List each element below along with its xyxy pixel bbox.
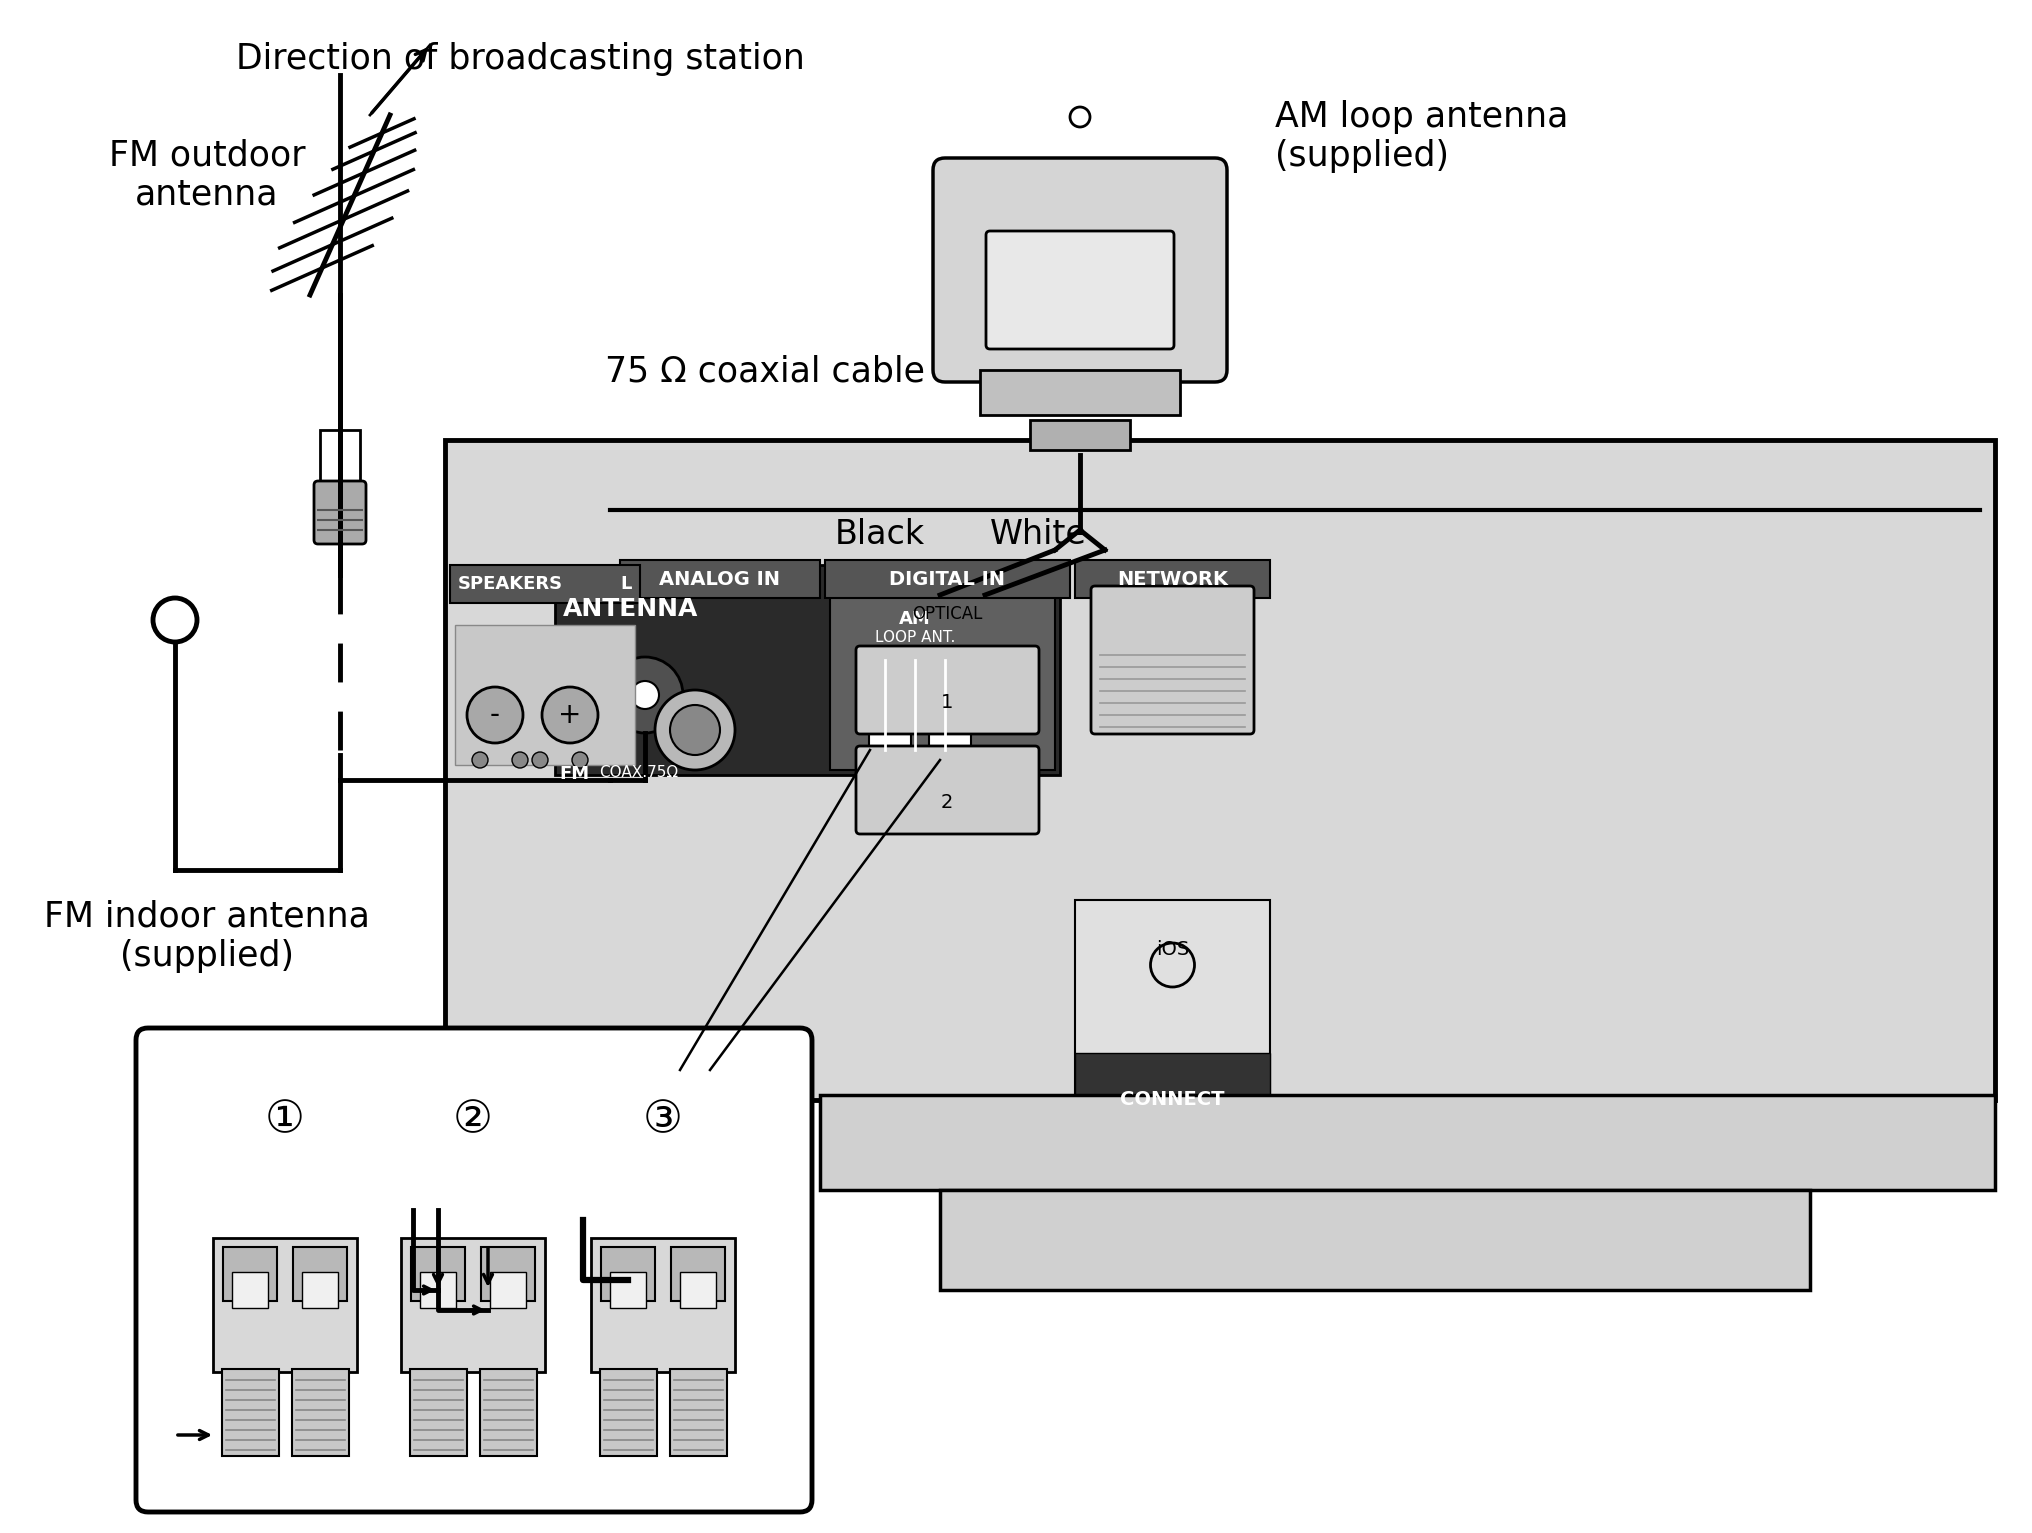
FancyBboxPatch shape	[939, 1190, 1808, 1289]
FancyBboxPatch shape	[610, 1272, 646, 1308]
Text: 75 Ω coaxial cable: 75 Ω coaxial cable	[606, 356, 925, 389]
Circle shape	[608, 658, 683, 733]
Text: SPEAKERS: SPEAKERS	[457, 575, 563, 593]
Text: Black: Black	[835, 518, 925, 550]
Text: ANALOG IN: ANALOG IN	[658, 570, 780, 589]
FancyBboxPatch shape	[819, 1095, 1993, 1190]
FancyBboxPatch shape	[221, 1369, 278, 1456]
Text: ③: ③	[642, 1098, 683, 1141]
FancyBboxPatch shape	[213, 1239, 358, 1372]
Circle shape	[571, 753, 587, 768]
FancyBboxPatch shape	[293, 1246, 347, 1302]
FancyBboxPatch shape	[829, 579, 1055, 770]
Circle shape	[630, 681, 658, 708]
FancyBboxPatch shape	[1091, 586, 1254, 734]
FancyBboxPatch shape	[986, 231, 1172, 350]
FancyBboxPatch shape	[1075, 900, 1270, 1095]
FancyBboxPatch shape	[232, 1272, 268, 1308]
FancyBboxPatch shape	[410, 1369, 467, 1456]
FancyBboxPatch shape	[490, 1272, 526, 1308]
FancyBboxPatch shape	[319, 429, 360, 491]
Text: -: -	[490, 701, 500, 730]
FancyBboxPatch shape	[313, 481, 366, 544]
Text: FM: FM	[559, 765, 589, 783]
Circle shape	[512, 753, 528, 768]
Text: ①: ①	[264, 1098, 305, 1141]
Text: LOOP ANT.: LOOP ANT.	[874, 630, 955, 645]
Text: AM loop antenna
(supplied): AM loop antenna (supplied)	[1274, 100, 1567, 173]
FancyBboxPatch shape	[671, 1246, 725, 1302]
FancyBboxPatch shape	[555, 566, 1059, 776]
Circle shape	[532, 753, 549, 768]
FancyBboxPatch shape	[421, 1272, 455, 1308]
FancyBboxPatch shape	[979, 369, 1179, 415]
FancyBboxPatch shape	[455, 625, 634, 765]
Text: ANTENNA: ANTENNA	[563, 596, 699, 621]
FancyBboxPatch shape	[591, 1239, 736, 1372]
Circle shape	[471, 753, 488, 768]
Text: L: L	[620, 575, 632, 593]
FancyBboxPatch shape	[679, 1272, 715, 1308]
Circle shape	[654, 690, 736, 770]
Text: COAX.75Ω: COAX.75Ω	[599, 765, 679, 780]
FancyBboxPatch shape	[671, 1369, 727, 1456]
FancyBboxPatch shape	[620, 560, 819, 598]
FancyBboxPatch shape	[1075, 560, 1270, 598]
FancyBboxPatch shape	[293, 1369, 350, 1456]
FancyBboxPatch shape	[868, 694, 910, 747]
Text: White: White	[990, 518, 1087, 550]
Text: iOS: iOS	[1156, 940, 1189, 960]
Text: FM indoor antenna
(supplied): FM indoor antenna (supplied)	[45, 900, 370, 973]
FancyBboxPatch shape	[933, 158, 1227, 382]
Circle shape	[543, 687, 597, 744]
Text: 2: 2	[941, 793, 953, 812]
Text: DIGITAL IN: DIGITAL IN	[890, 570, 1006, 589]
FancyBboxPatch shape	[855, 747, 1038, 834]
FancyBboxPatch shape	[1030, 420, 1130, 451]
FancyBboxPatch shape	[136, 1029, 811, 1512]
FancyBboxPatch shape	[601, 1246, 654, 1302]
FancyBboxPatch shape	[410, 1246, 465, 1302]
Text: Direction of broadcasting station: Direction of broadcasting station	[236, 41, 805, 77]
FancyBboxPatch shape	[480, 1369, 536, 1456]
Circle shape	[467, 687, 522, 744]
Text: AM: AM	[898, 610, 931, 629]
FancyBboxPatch shape	[449, 566, 640, 602]
FancyBboxPatch shape	[445, 440, 1993, 1101]
FancyBboxPatch shape	[1075, 1053, 1270, 1095]
FancyBboxPatch shape	[825, 560, 1069, 598]
Text: +: +	[559, 701, 581, 730]
FancyBboxPatch shape	[224, 1246, 276, 1302]
FancyBboxPatch shape	[855, 645, 1038, 734]
FancyBboxPatch shape	[482, 1246, 534, 1302]
Text: 1: 1	[941, 693, 953, 711]
FancyBboxPatch shape	[929, 694, 971, 747]
FancyBboxPatch shape	[400, 1239, 545, 1372]
FancyBboxPatch shape	[303, 1272, 337, 1308]
Circle shape	[671, 705, 719, 754]
FancyBboxPatch shape	[599, 1369, 656, 1456]
Text: ②: ②	[453, 1098, 492, 1141]
Text: OPTICAL: OPTICAL	[912, 606, 981, 622]
Text: NETWORK: NETWORK	[1116, 570, 1227, 589]
Text: CONNECT: CONNECT	[1120, 1090, 1223, 1108]
Text: FM outdoor
antenna: FM outdoor antenna	[108, 138, 305, 212]
